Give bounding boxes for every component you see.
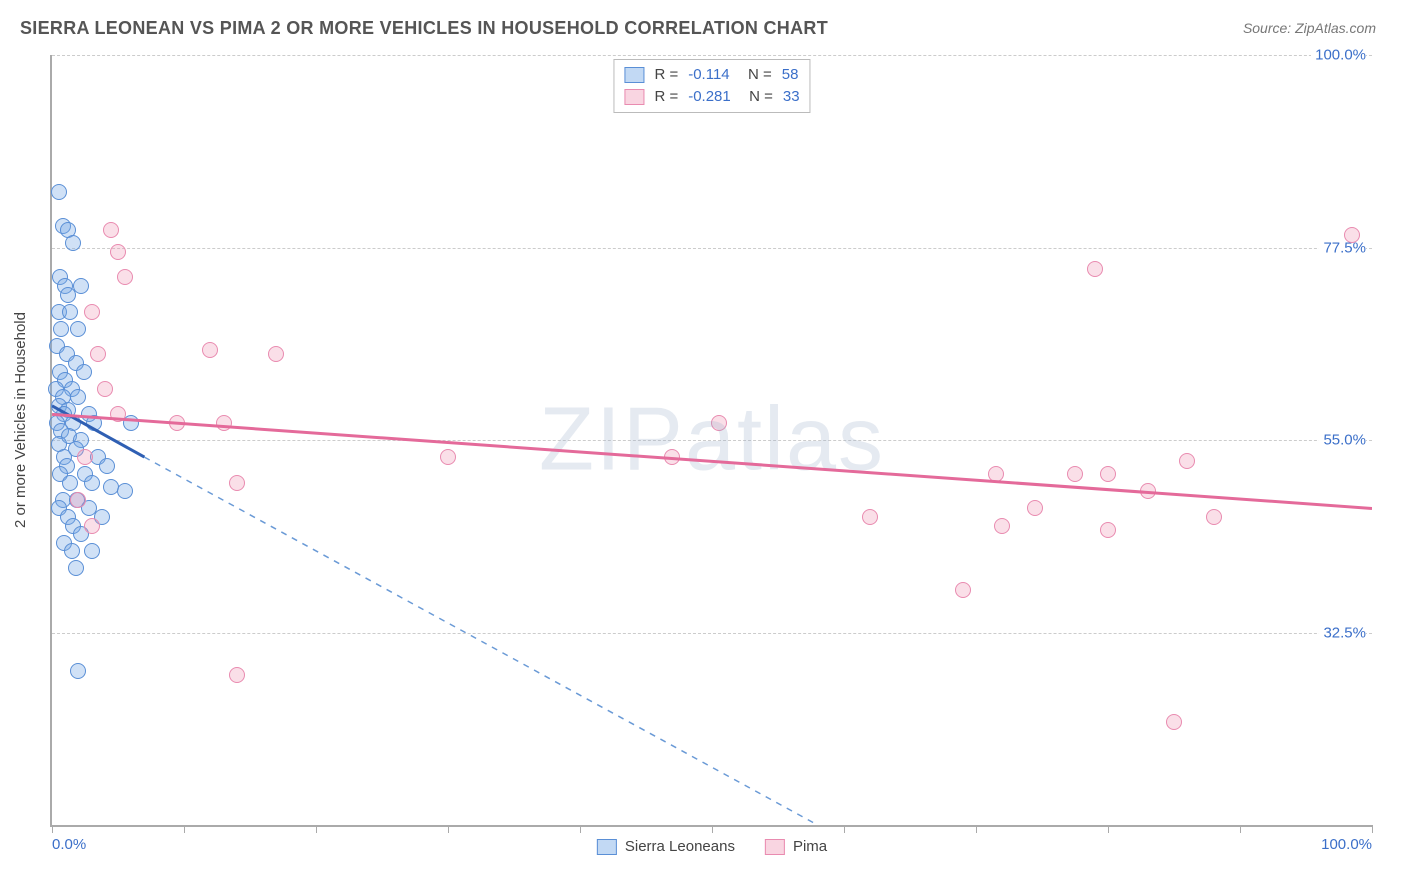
point-sierra-leonean <box>60 287 76 303</box>
r-value-blue: -0.114 <box>688 64 729 86</box>
point-pima <box>84 304 100 320</box>
point-pima <box>1100 466 1116 482</box>
legend-row-pink: R = -0.281 N = 33 <box>624 86 799 108</box>
point-pima <box>1344 227 1360 243</box>
r-label: R = <box>654 86 678 108</box>
point-sierra-leonean <box>117 483 133 499</box>
point-sierra-leonean <box>99 458 115 474</box>
xtick-mark <box>52 825 53 833</box>
source-label: Source: ZipAtlas.com <box>1243 20 1376 36</box>
point-pima <box>988 466 1004 482</box>
y-axis-label: 2 or more Vehicles in Household <box>12 312 29 528</box>
point-pima <box>440 449 456 465</box>
point-sierra-leonean <box>65 235 81 251</box>
ytick-label: 100.0% <box>1311 47 1366 64</box>
scatter-plot: ZIPatlas R = -0.114 N = 58 R = -0.281 N … <box>50 55 1372 827</box>
point-pima <box>229 667 245 683</box>
point-pima <box>110 244 126 260</box>
swatch-pink <box>765 839 785 855</box>
xtick-mark <box>580 825 581 833</box>
point-sierra-leonean <box>70 663 86 679</box>
n-label: N = <box>741 86 773 108</box>
xtick-label: 100.0% <box>1321 836 1372 853</box>
xtick-mark <box>1240 825 1241 833</box>
point-pima <box>1166 714 1182 730</box>
series-legend: Sierra Leoneans Pima <box>597 838 827 855</box>
point-pima <box>994 518 1010 534</box>
xtick-mark <box>184 825 185 833</box>
series-label-blue: Sierra Leoneans <box>625 838 735 855</box>
point-pima <box>216 415 232 431</box>
xtick-mark <box>448 825 449 833</box>
point-pima <box>711 415 727 431</box>
point-pima <box>229 475 245 491</box>
gridline-h <box>52 55 1372 56</box>
legend-item-blue: Sierra Leoneans <box>597 838 735 855</box>
point-pima <box>862 509 878 525</box>
point-sierra-leonean <box>84 475 100 491</box>
point-pima <box>1087 261 1103 277</box>
point-pima <box>1179 453 1195 469</box>
xtick-mark <box>1372 825 1373 833</box>
point-pima <box>90 346 106 362</box>
gridline-h <box>52 440 1372 441</box>
point-pima <box>202 342 218 358</box>
point-pima <box>1027 500 1043 516</box>
n-value-blue: 58 <box>782 64 799 86</box>
xtick-mark <box>712 825 713 833</box>
swatch-blue <box>597 839 617 855</box>
point-sierra-leonean <box>64 543 80 559</box>
point-sierra-leonean <box>62 475 78 491</box>
chart-header: SIERRA LEONEAN VS PIMA 2 OR MORE VEHICLE… <box>20 18 1386 48</box>
point-sierra-leonean <box>62 304 78 320</box>
legend-row-blue: R = -0.114 N = 58 <box>624 64 799 86</box>
point-pima <box>1067 466 1083 482</box>
point-pima <box>70 492 86 508</box>
point-pima <box>1140 483 1156 499</box>
xtick-mark <box>1108 825 1109 833</box>
point-pima <box>1100 522 1116 538</box>
point-pima <box>110 406 126 422</box>
chart-title: SIERRA LEONEAN VS PIMA 2 OR MORE VEHICLE… <box>20 18 828 38</box>
legend-item-pink: Pima <box>765 838 827 855</box>
n-label: N = <box>740 64 772 86</box>
ytick-label: 55.0% <box>1319 432 1366 449</box>
point-pima <box>103 222 119 238</box>
swatch-pink <box>624 89 644 105</box>
point-pima <box>97 381 113 397</box>
point-sierra-leonean <box>123 415 139 431</box>
point-sierra-leonean <box>51 184 67 200</box>
xtick-label: 0.0% <box>52 836 86 853</box>
point-pima <box>268 346 284 362</box>
r-label: R = <box>654 64 678 86</box>
point-pima <box>664 449 680 465</box>
point-sierra-leonean <box>70 321 86 337</box>
point-pima <box>84 518 100 534</box>
point-sierra-leonean <box>86 415 102 431</box>
n-value-pink: 33 <box>783 86 800 108</box>
correlation-legend: R = -0.114 N = 58 R = -0.281 N = 33 <box>613 59 810 113</box>
point-sierra-leonean <box>68 560 84 576</box>
xtick-mark <box>316 825 317 833</box>
point-pima <box>77 449 93 465</box>
point-sierra-leonean <box>53 321 69 337</box>
point-pima <box>117 269 133 285</box>
point-sierra-leonean <box>76 364 92 380</box>
gridline-h <box>52 633 1372 634</box>
xtick-mark <box>844 825 845 833</box>
r-value-pink: -0.281 <box>688 86 731 108</box>
ytick-label: 77.5% <box>1319 239 1366 256</box>
swatch-blue <box>624 67 644 83</box>
ytick-label: 32.5% <box>1319 624 1366 641</box>
point-pima <box>955 582 971 598</box>
xtick-mark <box>976 825 977 833</box>
point-pima <box>169 415 185 431</box>
point-sierra-leonean <box>84 543 100 559</box>
series-label-pink: Pima <box>793 838 827 855</box>
gridline-h <box>52 248 1372 249</box>
point-pima <box>1206 509 1222 525</box>
